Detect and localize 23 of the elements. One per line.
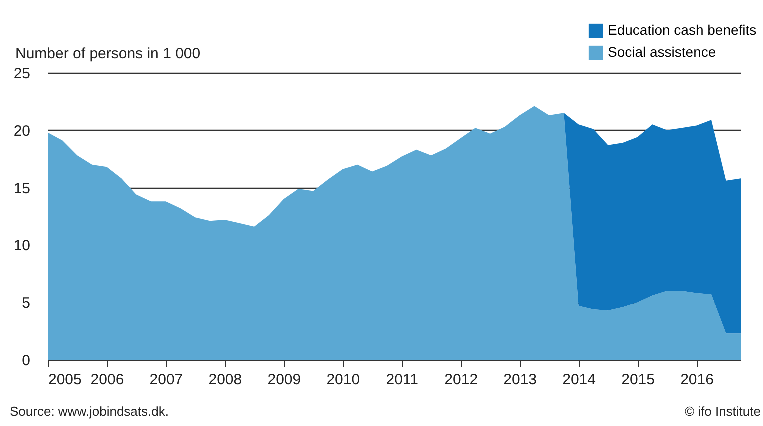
x-tick-label: 2009 [268,372,302,388]
x-tick-label: 2015 [622,372,655,388]
legend-label: Education cash benefits [608,22,757,38]
legend-label: Social assistence [608,44,716,60]
y-tick-label: 10 [14,238,30,255]
x-tick-label: 2016 [680,372,714,388]
y-tick-label: 0 [22,352,30,370]
x-tick-label: 2011 [386,372,419,388]
source-note: Source: www.jobindsats.dk. [10,404,169,419]
x-tick-label: 2005 [48,372,82,388]
x-tick-label: 2007 [150,372,184,388]
y-tick-label: 20 [14,122,30,140]
y-axis-title: Number of persons in 1 000 [16,46,201,62]
x-tick-label: 2012 [444,372,478,388]
y-tick-label: 5 [22,295,30,312]
x-tick-label: 2006 [90,372,124,388]
text: © ifo Institute [684,404,761,419]
y-tick-label: 25 [14,66,30,82]
x-tick-label: 2010 [326,372,360,388]
x-tick-label: 2013 [504,372,538,388]
y-tick-label: 15 [14,180,30,198]
x-tick-label: 2014 [562,372,596,388]
x-tick-label: 2008 [208,372,242,388]
